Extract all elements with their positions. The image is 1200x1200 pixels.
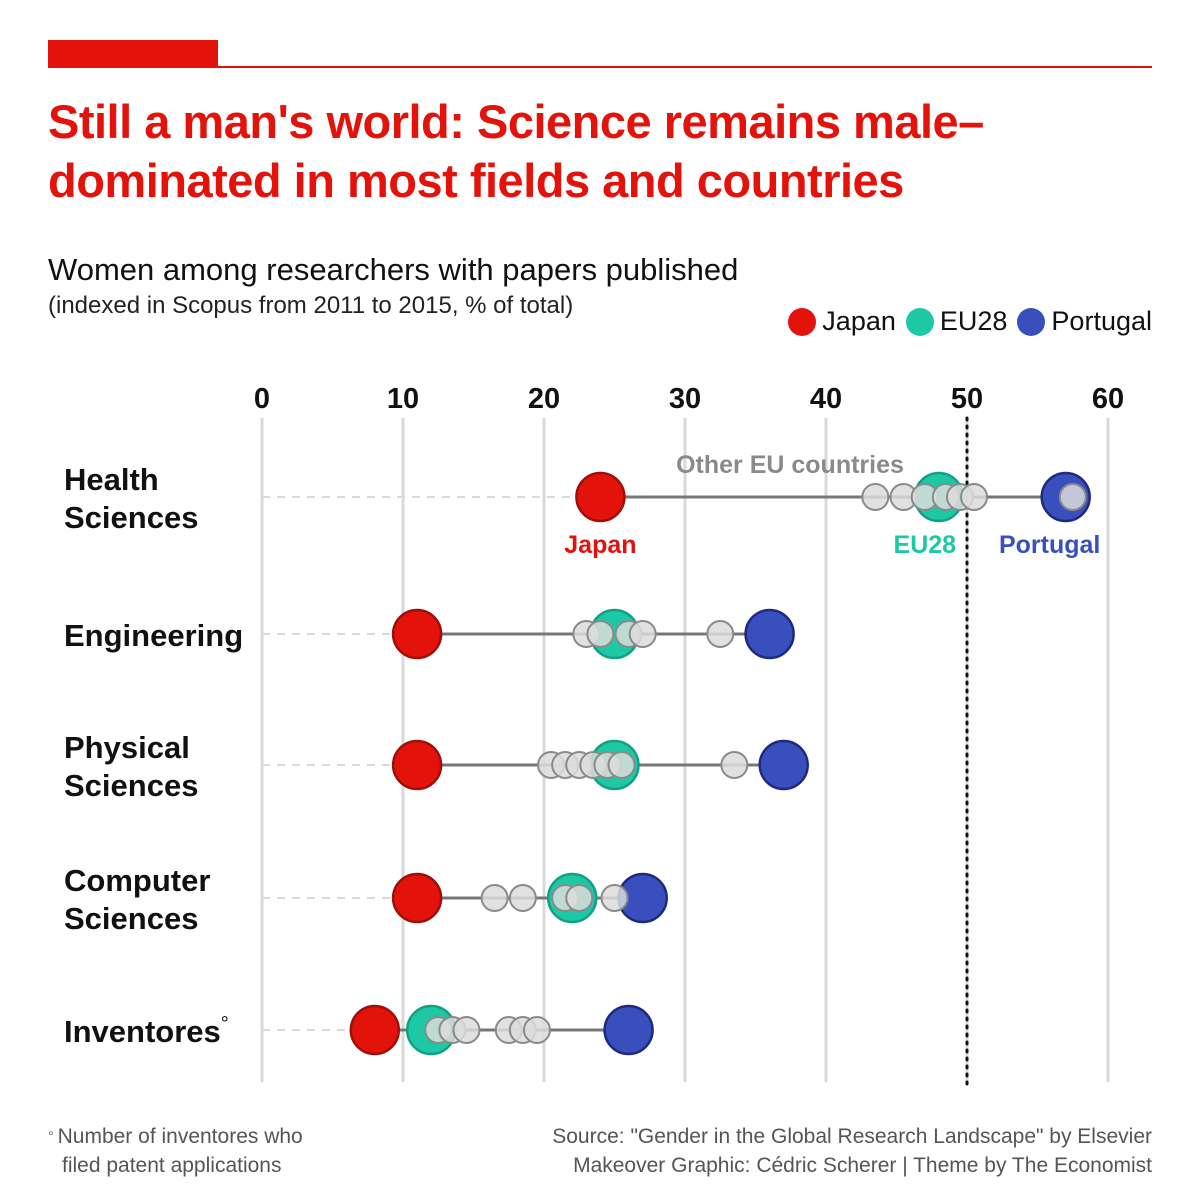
- x-tick-label: 60: [1092, 383, 1124, 415]
- dot-other-eu-country: [508, 884, 537, 912]
- dot-japan: [391, 739, 443, 791]
- header-accent-bar: [48, 40, 218, 68]
- category-label-mark: °: [221, 1013, 229, 1035]
- dot-japan: [391, 872, 443, 924]
- dot-other-eu-country: [960, 483, 989, 511]
- dot-other-eu-country: [628, 620, 657, 648]
- dot-portugal: [603, 1004, 654, 1056]
- footnote-mark: °: [48, 1128, 54, 1144]
- dot-other-eu-country: [565, 884, 594, 912]
- source-line-2: Makeover Graphic: Cédric Scherer | Theme…: [573, 1154, 1152, 1177]
- x-tick-label: 0: [254, 383, 270, 415]
- annotation-eu28: EU28: [894, 531, 957, 559]
- dot-other-eu-country: [586, 620, 615, 648]
- dot-other-eu-country: [480, 884, 509, 912]
- chart-subtitle-note: (indexed in Scopus from 2011 to 2015, % …: [48, 292, 574, 319]
- source-line-1: Source: "Gender in the Global Research L…: [552, 1125, 1152, 1148]
- dot-other-eu-country: [600, 884, 629, 912]
- legend: Japan EU28 Portugal: [778, 306, 1152, 337]
- legend-item-japan: Japan: [788, 306, 896, 337]
- dot-portugal: [758, 739, 809, 791]
- footnote-line-1: Number of inventores who: [57, 1125, 303, 1148]
- dot-japan: [349, 1004, 401, 1056]
- chart-subtitle: Women among researchers with papers publ…: [48, 252, 739, 287]
- footnote-line-2: filed patent applications: [62, 1154, 282, 1177]
- dot-portugal: [744, 608, 795, 660]
- chart-title: Still a man's world: Science remains mal…: [48, 95, 984, 207]
- annotation-portugal: Portugal: [999, 531, 1100, 559]
- x-tick-label: 50: [951, 383, 983, 415]
- dot-japan: [391, 608, 443, 660]
- category-label: Sciences: [64, 901, 198, 936]
- dot-other-eu-country: [1058, 483, 1087, 511]
- dot-other-eu-country: [861, 483, 890, 511]
- legend-label-portugal: Portugal: [1051, 306, 1152, 336]
- annotation-other-eu: Other EU countries: [676, 451, 904, 479]
- category-label: Sciences: [64, 500, 198, 535]
- legend-item-portugal: Portugal: [1017, 306, 1152, 337]
- category-label: Inventores°: [64, 1013, 229, 1049]
- dot-other-eu-country: [522, 1016, 551, 1044]
- header-rule: [48, 66, 1152, 68]
- category-label: Sciences: [64, 768, 198, 803]
- source-credit: Source: "Gender in the Global Research L…: [552, 1122, 1152, 1180]
- annotation-japan: Japan: [564, 531, 636, 559]
- legend-label-japan: Japan: [822, 306, 896, 336]
- category-label: Engineering: [64, 618, 243, 653]
- category-label: Physical: [64, 730, 190, 765]
- dot-other-eu-country: [720, 751, 749, 779]
- footnote: ° Number of inventores who filed patent a…: [48, 1122, 303, 1180]
- category-label: Health: [64, 462, 159, 497]
- dot-other-eu-country: [452, 1016, 481, 1044]
- x-tick-label: 40: [810, 383, 842, 415]
- x-tick-label: 30: [669, 383, 701, 415]
- dot-japan: [575, 471, 626, 523]
- legend-label-eu28: EU28: [939, 306, 1008, 336]
- dot-other-eu-country: [607, 751, 636, 779]
- legend-swatch-japan: [788, 307, 817, 336]
- x-tick-label: 10: [387, 383, 419, 415]
- legend-swatch-eu28: [905, 307, 934, 336]
- legend-swatch-portugal: [1017, 307, 1046, 336]
- x-tick-label: 20: [528, 383, 560, 415]
- category-label: Computer: [64, 863, 210, 898]
- legend-item-eu28: EU28: [905, 306, 1008, 337]
- dot-other-eu-country: [706, 620, 735, 648]
